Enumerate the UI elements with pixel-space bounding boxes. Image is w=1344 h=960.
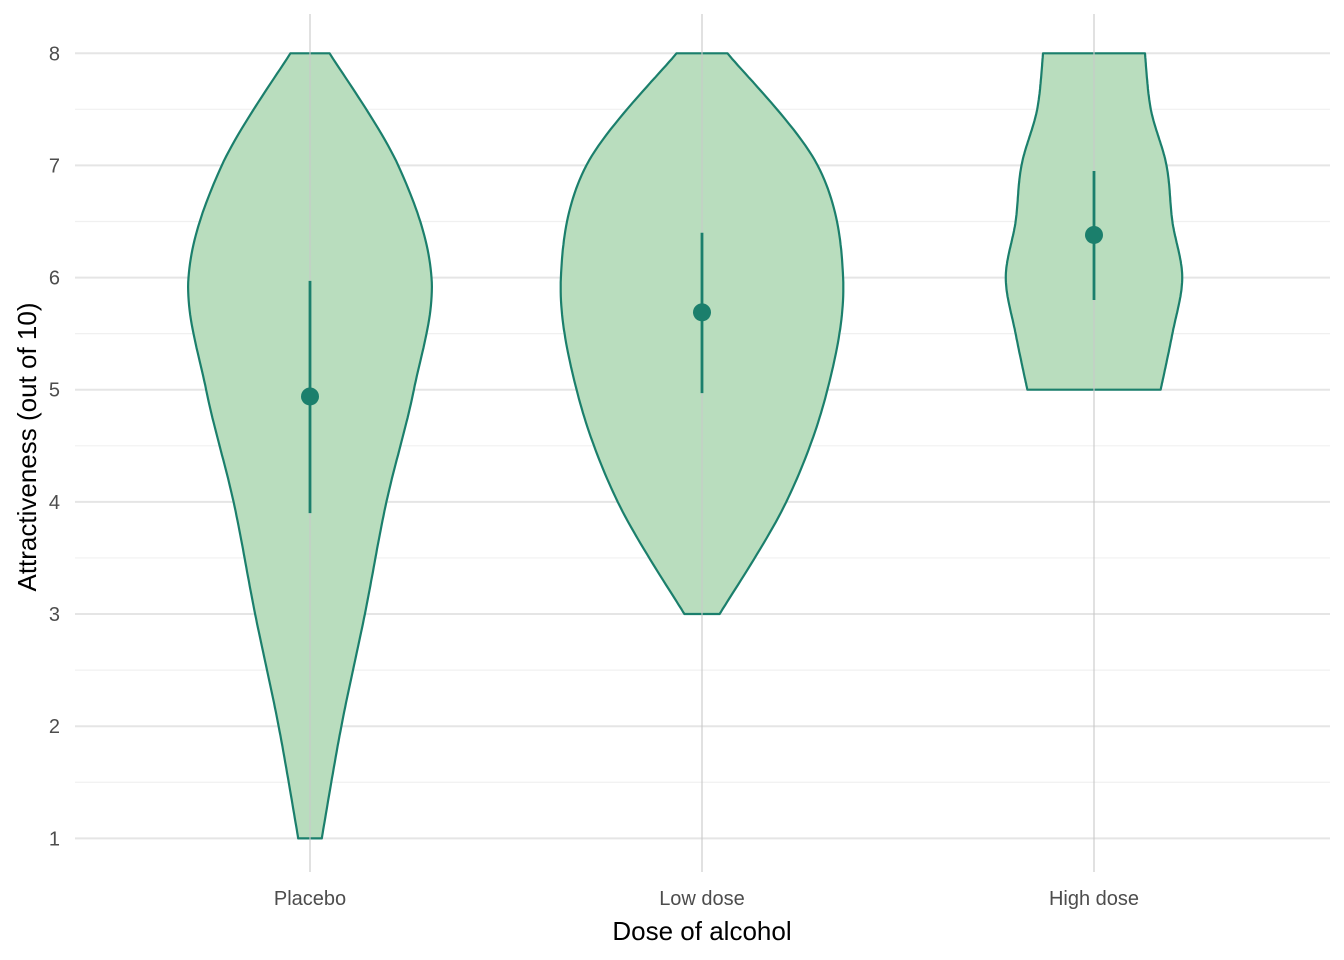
x-axis-title: Dose of alcohol — [612, 916, 791, 946]
mean-point — [1085, 225, 1103, 244]
x-tick-labels: Placebo Low dose High dose — [274, 888, 1139, 910]
y-tick-label: 6 — [49, 268, 60, 290]
mean-point — [301, 387, 319, 406]
y-tick-label: 4 — [49, 492, 60, 514]
x-tick-label: High dose — [1049, 888, 1139, 910]
x-tick-label: Placebo — [274, 888, 346, 910]
y-axis-title: Attractiveness (out of 10) — [12, 302, 42, 591]
y-tick-labels: 1 2 3 4 5 6 7 8 — [49, 43, 60, 850]
y-tick-label: 2 — [49, 716, 60, 738]
y-tick-label: 5 — [49, 380, 60, 402]
y-tick-label: 3 — [49, 604, 60, 626]
mean-point — [693, 303, 711, 322]
x-tick-label: Low dose — [659, 888, 745, 910]
error-bars — [301, 171, 1103, 514]
vertical-grid — [309, 14, 1095, 872]
y-tick-label: 7 — [49, 155, 60, 177]
y-tick-label: 1 — [49, 828, 60, 850]
y-tick-label: 8 — [49, 43, 60, 65]
